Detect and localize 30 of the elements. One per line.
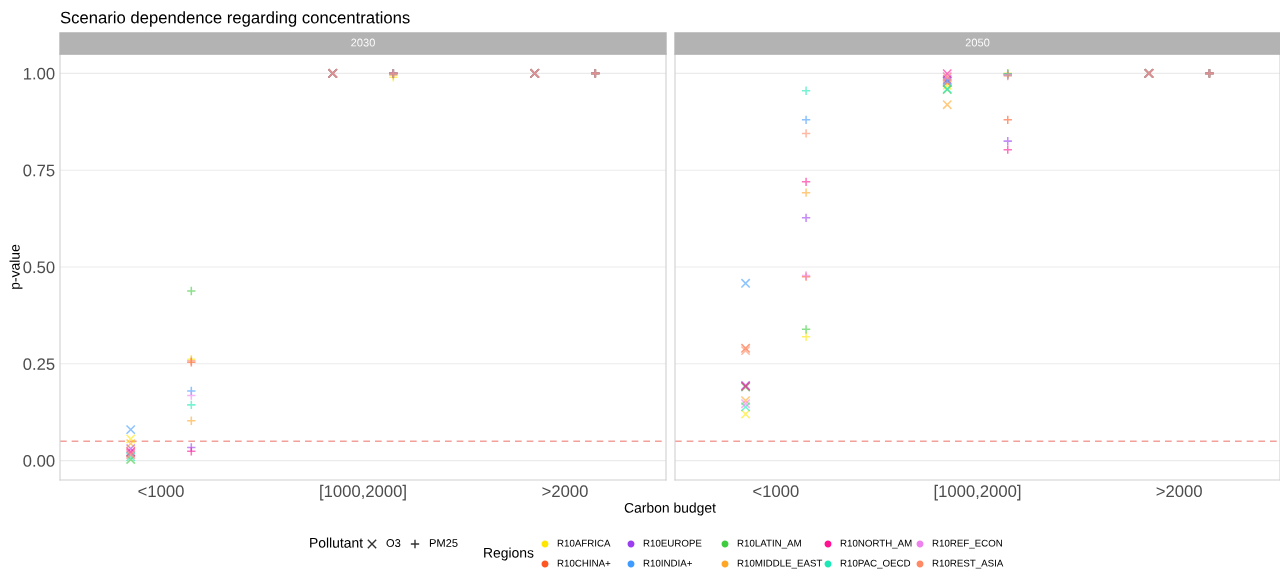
legend-label: R10CHINA+ <box>557 559 611 567</box>
text: Pollutant <box>310 537 363 548</box>
legend-label: R10NORTH_AM <box>840 539 912 549</box>
y-tick-label: 0.75 <box>23 164 55 177</box>
y-tick-label: 0.25 <box>23 358 55 371</box>
y-axis-title: p-value <box>9 244 23 289</box>
legend-label: R10INDIA+ <box>643 559 692 567</box>
legend-label: R10REST_ASIA <box>932 559 1004 569</box>
x-tick-label: >2000 <box>1156 485 1202 498</box>
chart-subtitle: 2030 <box>351 38 375 47</box>
x-tick-label: >2000 <box>542 485 588 498</box>
chart-title: Scenario dependence regarding concentrations <box>60 11 410 27</box>
x-tick-label: <1000 <box>138 485 184 498</box>
y-tick-label: 0.50 <box>23 261 55 274</box>
x-axis-title: Carbon budget <box>624 502 716 516</box>
legend-title: Regions <box>484 547 534 561</box>
x-tick-label: [1000,2000] <box>934 484 1021 501</box>
legend-label: R10MIDDLE_EAST <box>737 559 823 569</box>
text: O3 <box>386 539 401 547</box>
text: PM25 <box>429 539 458 547</box>
x-tick-label: [1000,2000] <box>320 484 406 501</box>
legend-label: R10LATIN_AM <box>737 539 801 549</box>
legend-label: R10REF_ECON <box>932 539 1002 549</box>
legend-label: R10AFRICA <box>557 539 611 547</box>
chart-subtitle: 2050 <box>965 38 990 47</box>
y-tick-label: 0.00 <box>23 455 55 467</box>
legend-label: R10PAC_OECD <box>840 559 911 569</box>
legend-label: R10EUROPE <box>643 539 702 547</box>
x-tick-label: <1000 <box>753 485 799 498</box>
y-tick-label: 1.00 <box>23 67 55 80</box>
